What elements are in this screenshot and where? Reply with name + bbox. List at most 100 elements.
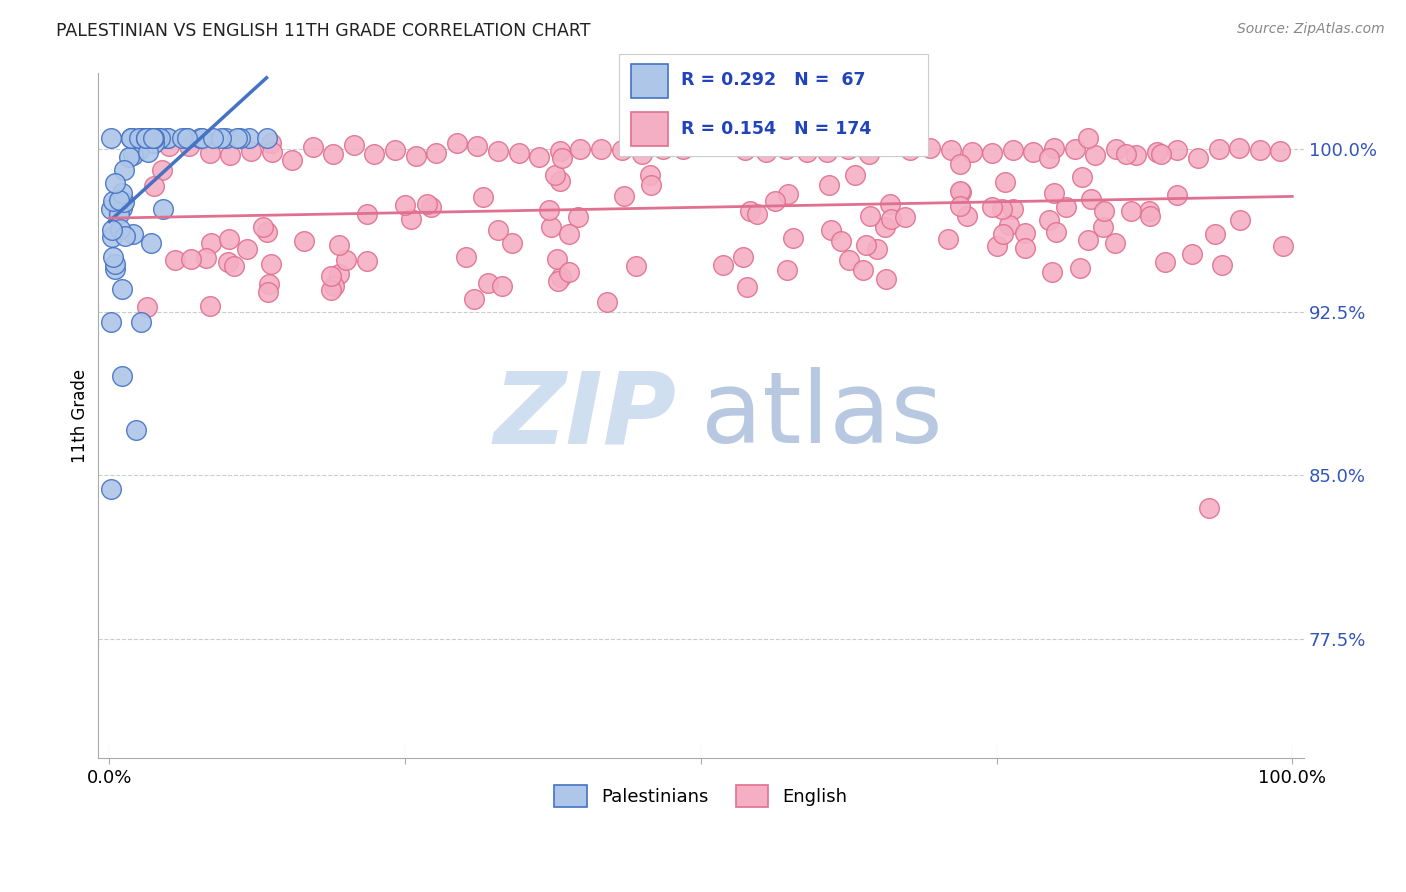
Point (149, 131, 172, 145)
Point (135, 131, 157, 145)
Point (135, 131, 157, 145)
Point (548, 173, 571, 187)
Point (142, 136, 165, 151)
Point (108, 222, 131, 236)
Point (991, 227, 1014, 242)
Point (135, 131, 157, 145)
Point (107, 205, 129, 219)
Point (142, 131, 165, 145)
Point (837, 142, 859, 156)
Point (844, 168, 866, 182)
Point (775, 143, 797, 157)
Point (425, 146, 447, 161)
Point (134, 131, 156, 145)
Point (544, 168, 567, 182)
Point (356, 207, 378, 221)
Point (956, 209, 979, 223)
Point (1043, 141, 1066, 155)
Point (486, 144, 509, 158)
Point (114, 229, 136, 244)
Text: Source: ZipAtlas.com: Source: ZipAtlas.com (1237, 22, 1385, 37)
Point (225, 131, 247, 145)
Point (135, 131, 157, 145)
Point (471, 189, 494, 203)
Point (321, 269, 343, 284)
Point (540, 220, 562, 235)
Text: atlas: atlas (700, 368, 942, 464)
Point (319, 284, 342, 298)
Point (104, 257, 127, 271)
Point (1038, 213, 1060, 227)
Point (222, 259, 245, 273)
Point (363, 146, 385, 161)
Point (136, 145, 159, 160)
Point (745, 207, 768, 221)
Point (135, 131, 157, 145)
Point (195, 251, 218, 265)
Point (107, 207, 129, 221)
Point (898, 143, 921, 157)
Point (817, 145, 839, 160)
Point (179, 138, 201, 153)
Point (986, 239, 1008, 253)
Point (219, 148, 242, 162)
Point (260, 145, 283, 160)
Point (100, 315, 122, 329)
Point (120, 131, 142, 145)
Point (820, 223, 842, 237)
Point (252, 219, 274, 234)
Point (463, 292, 485, 306)
Point (488, 223, 510, 237)
Point (546, 252, 568, 266)
Point (456, 250, 478, 264)
Point (949, 198, 972, 212)
Point (188, 131, 211, 145)
Point (960, 145, 983, 160)
Point (157, 139, 180, 153)
Point (1154, 254, 1177, 268)
Point (818, 178, 841, 192)
Point (121, 131, 143, 145)
Point (880, 211, 903, 226)
Point (128, 144, 150, 158)
Point (125, 423, 148, 437)
Point (260, 136, 283, 150)
Point (146, 131, 169, 145)
Point (981, 146, 1004, 161)
Point (122, 227, 145, 242)
Point (1022, 145, 1045, 159)
Point (110, 282, 132, 296)
Point (100, 202, 122, 216)
Point (920, 141, 942, 155)
Point (640, 178, 662, 193)
Point (1229, 213, 1251, 227)
Point (446, 136, 468, 150)
Y-axis label: 11th Grade: 11th Grade (72, 368, 89, 463)
Point (356, 253, 378, 268)
Point (343, 137, 366, 152)
Point (108, 193, 131, 207)
Point (1045, 225, 1067, 239)
Point (135, 131, 157, 145)
Point (859, 209, 882, 223)
Point (550, 270, 572, 285)
Point (128, 131, 150, 145)
Text: ZIP: ZIP (494, 368, 676, 464)
Point (120, 131, 142, 145)
Point (830, 234, 852, 248)
Point (1104, 236, 1126, 251)
Point (1014, 241, 1036, 255)
Point (256, 131, 278, 145)
Point (998, 219, 1021, 233)
Point (1115, 147, 1137, 161)
Point (776, 262, 799, 277)
Point (1054, 200, 1077, 214)
Point (112, 162, 135, 177)
Point (239, 144, 262, 158)
Point (610, 143, 633, 157)
Point (1077, 131, 1099, 145)
Point (558, 227, 581, 241)
Point (1146, 145, 1168, 159)
Point (200, 235, 222, 250)
Point (638, 168, 661, 182)
